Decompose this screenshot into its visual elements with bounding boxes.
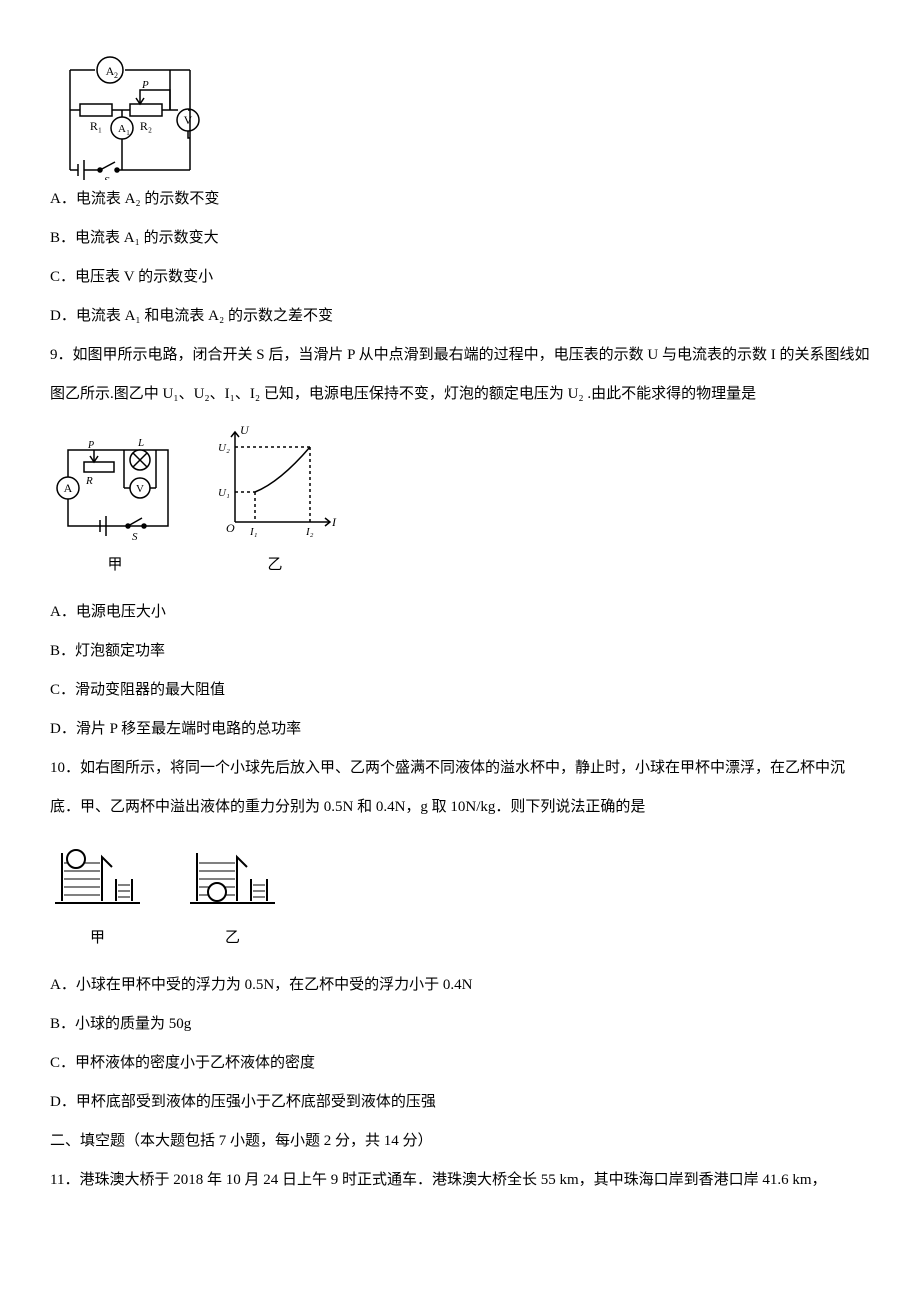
q10-cup-yi: [185, 835, 280, 915]
svg-text:2: 2: [114, 71, 118, 80]
q10-option-a: A．小球在甲杯中受的浮力为 0.5N，在乙杯中受的浮力小于 0.4N: [50, 966, 870, 1005]
svg-text:I₁: I₁: [249, 526, 258, 538]
q9-caption-1: 甲: [50, 546, 180, 585]
section-2-heading: 二、填空题（本大题包括 7 小题，每小题 2 分，共 14 分）: [50, 1122, 870, 1161]
svg-text:V: V: [184, 113, 193, 127]
q10-caption-1: 甲: [50, 919, 145, 958]
svg-text:R₂: R₂: [140, 119, 152, 133]
q10-caption-2: 乙: [185, 919, 280, 958]
q9-figures: A P R L V: [50, 422, 870, 585]
svg-text:U: U: [240, 423, 250, 437]
q11-stem: 11．港珠澳大桥于 2018 年 10 月 24 日上午 9 时正式通车．港珠澳…: [50, 1161, 870, 1200]
q8-option-a: A．电流表 A₂ 的示数不变: [50, 180, 870, 219]
q8-option-c: C．电压表 V 的示数变小: [50, 258, 870, 297]
svg-text:1: 1: [126, 129, 130, 137]
svg-text:R₁: R₁: [90, 119, 102, 133]
q10-stem: 10．如右图所示，将同一个小球先后放入甲、乙两个盛满不同液体的溢水杯中，静止时，…: [50, 749, 870, 827]
svg-text:P: P: [141, 79, 149, 91]
svg-text:P: P: [87, 440, 94, 451]
svg-text:U₁: U₁: [218, 487, 230, 499]
q9-option-a: A．电源电压大小: [50, 593, 870, 632]
q8-option-d: D．电流表 A₁ 和电流表 A₂ 的示数之差不变: [50, 297, 870, 336]
q8-option-b: B．电流表 A₁ 的示数变大: [50, 219, 870, 258]
svg-text:R: R: [85, 475, 93, 487]
svg-text:I₂: I₂: [305, 526, 314, 538]
q10-figures: 甲 乙: [50, 835, 870, 958]
q9-stem: 9．如图甲所示电路，闭合开关 S 后，当滑片 P 从中点滑到最右端的过程中，电压…: [50, 336, 870, 414]
svg-text:A: A: [64, 481, 73, 495]
svg-text:O: O: [226, 521, 235, 535]
q10-cup-jia: [50, 835, 145, 915]
svg-text:A: A: [118, 123, 126, 135]
q9-graph: U I O U₁ U₂ I₁ I₂: [210, 422, 340, 542]
q9-option-b: B．灯泡额定功率: [50, 632, 870, 671]
q9-caption-2: 乙: [210, 546, 340, 585]
q10-option-b: B．小球的质量为 50g: [50, 1005, 870, 1044]
svg-text:I: I: [331, 515, 337, 529]
svg-text:L: L: [137, 437, 144, 449]
q9-circuit: A P R L V: [50, 432, 180, 542]
q9-option-d: D．滑片 P 移至最左端时电路的总功率: [50, 710, 870, 749]
q9-option-c: C．滑动变阻器的最大阻值: [50, 671, 870, 710]
q10-option-c: C．甲杯液体的密度小于乙杯液体的密度: [50, 1044, 870, 1083]
svg-text:V: V: [136, 483, 144, 495]
q10-option-d: D．甲杯底部受到液体的压强小于乙杯底部受到液体的压强: [50, 1083, 870, 1122]
q8-circuit-diagram: A 2 R₁ A 1 R₂ P V S: [50, 50, 870, 180]
svg-text:U₂: U₂: [218, 442, 230, 454]
svg-text:S: S: [132, 531, 138, 542]
